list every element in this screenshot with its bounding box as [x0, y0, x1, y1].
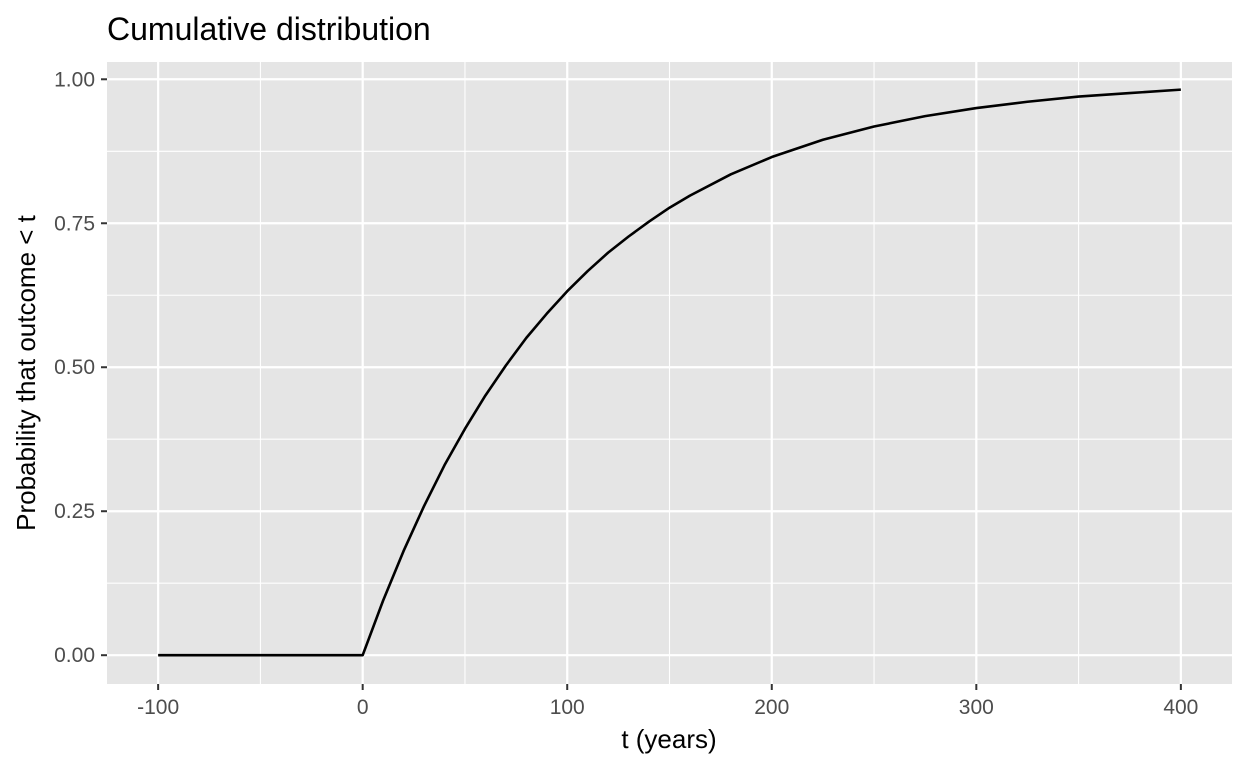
y-axis-tick-labels: 0.00 0.25 0.50 0.75 1.00 [54, 68, 95, 667]
y-axis-title: Probability that outcome < t [11, 214, 41, 531]
axis-ticks [101, 78, 1182, 690]
x-axis-tick-labels: -100 0 100 200 300 400 [137, 696, 1198, 719]
chart-title: Cumulative distribution [107, 11, 431, 47]
x-tick-label: 300 [959, 696, 994, 719]
cdf-line [158, 88, 1181, 657]
y-tick-label: 0.25 [54, 500, 95, 523]
x-axis-title: t (years) [621, 724, 716, 754]
y-tick-label: 0.50 [54, 356, 95, 379]
x-tick-label: 100 [550, 696, 585, 719]
x-tick-label: -100 [137, 696, 179, 719]
minor-grid [107, 62, 1232, 684]
x-tick-label: 400 [1163, 696, 1198, 719]
x-tick-label: 200 [754, 696, 789, 719]
y-tick-label: 0.75 [54, 212, 95, 235]
y-tick-label: 1.00 [54, 68, 95, 91]
y-tick-label: 0.00 [54, 644, 95, 667]
x-tick-label: 0 [357, 696, 369, 719]
